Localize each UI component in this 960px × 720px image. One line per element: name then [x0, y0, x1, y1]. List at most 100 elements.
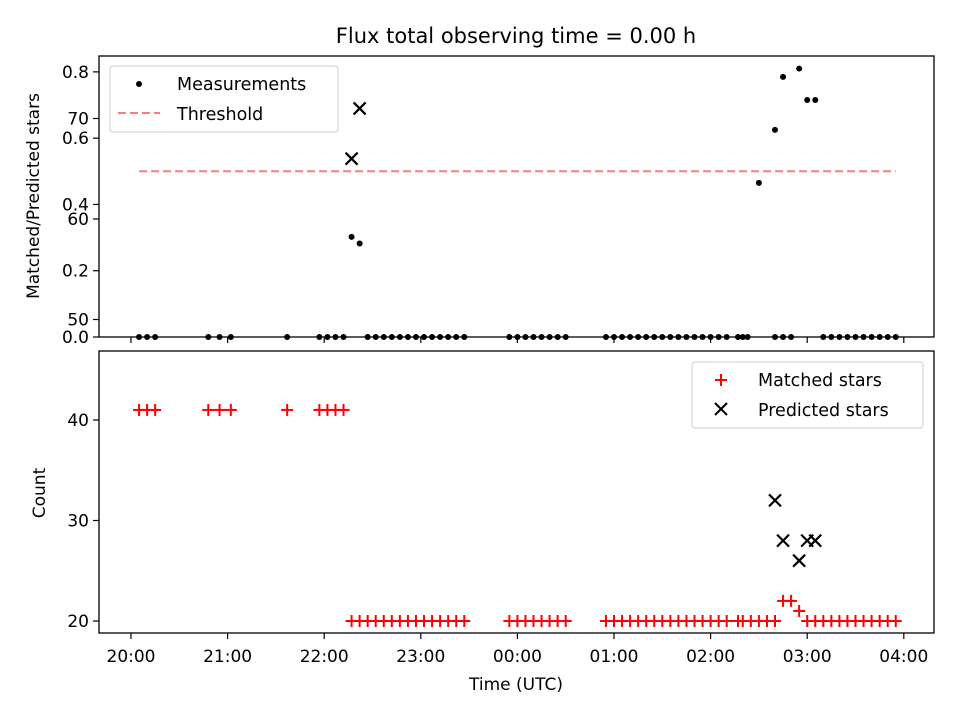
- matched-star-point: [458, 615, 471, 627]
- measurement-point: [772, 334, 778, 340]
- top-legend-box: [109, 65, 339, 133]
- measurement-point: [772, 126, 778, 133]
- measurement-point: [739, 334, 746, 340]
- matched-star-point: [149, 403, 162, 416]
- legend-predicted-label: Predicted stars: [758, 401, 889, 421]
- legend-measurements-label: Measurements: [177, 75, 306, 95]
- matched-star-point: [224, 403, 237, 416]
- y-tick-label: 0.2: [62, 262, 89, 282]
- legend-matched-marker: [715, 374, 727, 386]
- predicted-star-point: [792, 553, 806, 568]
- measurement-point: [364, 334, 371, 340]
- measurement-point: [836, 334, 843, 340]
- measurement-point: [412, 334, 419, 340]
- y-tick-label: 40: [67, 411, 89, 431]
- measurement-point: [380, 334, 387, 340]
- measurement-point: [828, 334, 835, 340]
- measurement-point: [812, 97, 819, 104]
- measurement-point: [635, 334, 642, 340]
- measurement-point: [136, 334, 143, 340]
- measurement-point: [675, 334, 682, 340]
- predicted-star-point: [808, 533, 823, 548]
- measurement-point: [715, 334, 722, 340]
- measurement-point: [699, 334, 706, 340]
- predicted-star-point: [344, 151, 359, 166]
- measurement-point: [324, 334, 331, 340]
- y-tick-label: 0.8: [62, 63, 89, 83]
- measurement-point: [356, 240, 363, 247]
- legend-matched-label: Matched stars: [758, 371, 882, 391]
- measurement-point: [554, 334, 561, 340]
- y-tick-label: 60: [67, 210, 89, 230]
- x-tick-label: 22:00: [300, 647, 349, 667]
- top-legend: Measurements Threshold: [109, 65, 339, 133]
- top-y-axis: 0.0 0.2 0.4 0.6 0.8: [62, 63, 99, 348]
- measurement-point: [860, 334, 867, 340]
- measurement-point: [429, 334, 436, 340]
- top-panel: 0.00.20.40.60.8 Matched/Predicted stars …: [24, 55, 935, 348]
- matched-star-point: [281, 403, 294, 416]
- measurement-point: [453, 334, 460, 340]
- measurement-point: [780, 334, 787, 340]
- measurement-point: [530, 334, 537, 340]
- x-tick-label: 01:00: [590, 647, 639, 667]
- measurement-point: [844, 334, 851, 340]
- measurement-point: [651, 334, 658, 340]
- measurement-point: [227, 334, 234, 340]
- matched-star-point: [202, 403, 215, 416]
- matched-star-point: [720, 615, 733, 627]
- measurement-point: [445, 334, 452, 340]
- measurement-point: [404, 334, 411, 340]
- bottom-y-axis-label: Count: [30, 467, 50, 518]
- x-tick-label: 02:00: [686, 647, 735, 667]
- y-tick-label: 30: [67, 512, 89, 532]
- x-stroke: [776, 533, 790, 548]
- bottom-x-axis: 20:00 21:00 22:00 23:00 00:00 01:00 02:00 03:00…: [107, 633, 928, 667]
- y-tick-label: 50: [67, 311, 89, 331]
- top-plot-area: [136, 65, 899, 340]
- x-tick-label: 20:00: [107, 647, 156, 667]
- legend-measurements-marker: [136, 81, 142, 87]
- measurement-point: [522, 334, 529, 340]
- measurement-point: [723, 334, 730, 340]
- measurement-point: [316, 334, 323, 340]
- measurement-point: [683, 334, 690, 340]
- bottom-legend-box: [691, 361, 924, 429]
- predicted-star-point: [768, 493, 782, 508]
- measurement-point: [340, 334, 347, 340]
- bottom-axes-frame: [98, 350, 935, 634]
- measurement-point: [396, 334, 403, 340]
- measurement-point: [796, 65, 803, 72]
- measurement-point: [602, 334, 609, 340]
- measurement-point: [868, 334, 875, 340]
- matched-star-point: [559, 615, 572, 627]
- matched-star-point: [793, 604, 806, 617]
- measurement-point: [820, 334, 827, 340]
- measurement-point: [216, 334, 223, 340]
- measurement-point: [144, 334, 151, 340]
- matched-star-point: [889, 615, 902, 627]
- y-tick-label: 0.6: [62, 129, 89, 149]
- measurement-point: [421, 334, 428, 340]
- x-stroke: [768, 493, 782, 508]
- measurement-point: [804, 97, 811, 104]
- measurement-point: [643, 334, 650, 340]
- measurement-point: [205, 334, 212, 340]
- y-tick-label: 0.0: [62, 328, 89, 348]
- x-tick-label: 00:00: [493, 647, 542, 667]
- y-tick-label: 70: [67, 110, 89, 130]
- x-axis-label: Time (UTC): [468, 675, 563, 695]
- measurement-point: [546, 334, 553, 340]
- measurement-point: [627, 334, 634, 340]
- measurement-point: [332, 334, 339, 340]
- measurement-point: [372, 334, 379, 340]
- measurement-point: [562, 334, 569, 340]
- predicted-star-point: [352, 101, 367, 116]
- matched-star-point: [213, 403, 226, 416]
- predicted-star-point: [776, 533, 790, 548]
- measurement-point: [667, 334, 674, 340]
- x-stroke: [808, 533, 823, 548]
- measurement-point: [284, 334, 291, 340]
- x-tick-label: 21:00: [203, 647, 252, 667]
